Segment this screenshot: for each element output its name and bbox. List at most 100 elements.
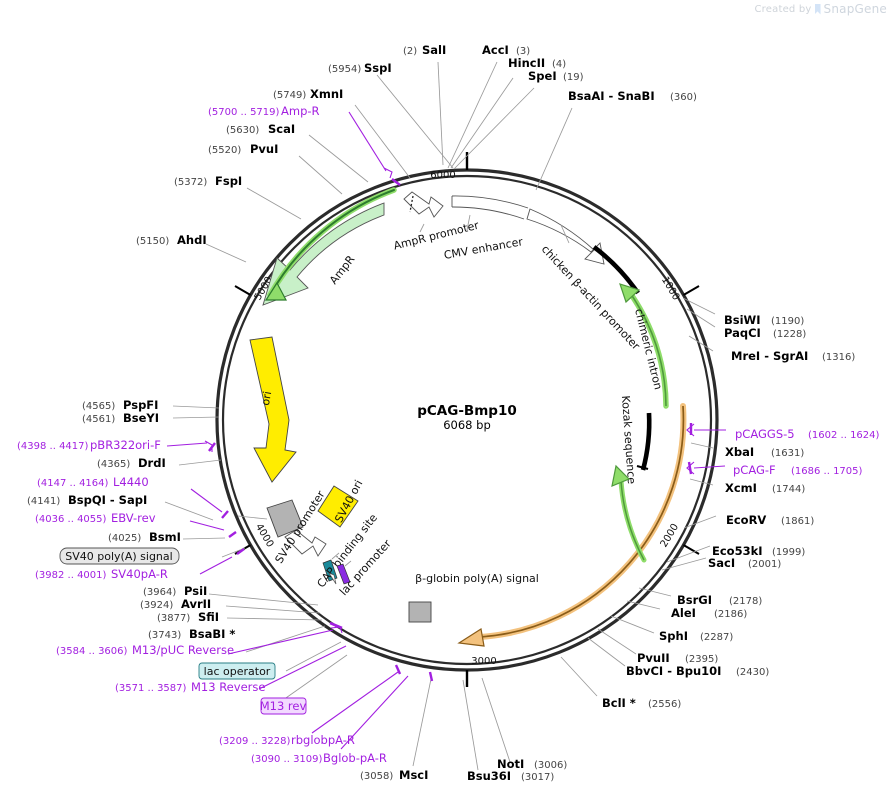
enzyme-name-hincii[interactable]: HincII — [508, 56, 545, 70]
primer-range-bglob-pa-r: (3090 .. 3109) — [251, 754, 323, 765]
primer-name-bglob-pa-r[interactable]: Bglob-pA-R — [323, 751, 387, 765]
enzyme-name-bsaai-snabi[interactable]: BsaAI - SnaBI — [568, 89, 655, 103]
primer-name-pcaggs-5-label[interactable]: pCAGGS-5 — [735, 427, 795, 441]
enzyme-pos-spei: (19) — [563, 72, 584, 83]
enzyme-pos-fspi: (5372) — [174, 177, 207, 188]
enzyme-name-pvui[interactable]: PvuI — [250, 142, 278, 156]
enzyme-name-bsabi[interactable]: BsaBI * — [189, 627, 235, 641]
enzyme-name-paqci[interactable]: PaqCI — [724, 326, 761, 340]
enzyme-pos-drdi: (4365) — [97, 459, 130, 470]
enzyme-name-xbai[interactable]: XbaI — [725, 445, 754, 459]
enzyme-name-pvuii[interactable]: PvuII — [637, 651, 670, 665]
enzyme-name-noti[interactable]: NotI — [497, 757, 524, 771]
primer-name-pbr322ori-f[interactable]: pBR322ori-F — [90, 438, 161, 452]
enzyme-name-fspi[interactable]: FspI — [215, 174, 242, 188]
tick-label-4000: 4000 — [253, 522, 276, 549]
enzyme-name-bspqi-sapi[interactable]: BspQI - SapI — [68, 493, 147, 507]
leader-lines — [164, 61, 726, 771]
enzyme-pos-pvui: (5520) — [208, 145, 241, 156]
enzyme-name-avrii[interactable]: AvrII — [181, 597, 211, 611]
primer-name-amp-r[interactable]: Amp-R — [281, 104, 320, 118]
enzyme-pos-sfii: (3877) — [157, 613, 190, 624]
label-group-right: BsiWI (1190) PaqCI (1228) MreI - SgrAI (… — [602, 313, 880, 710]
enzyme-name-scai[interactable]: ScaI — [268, 122, 295, 136]
enzyme-name-bseyi[interactable]: BseYI — [123, 411, 159, 425]
primer-range-ebv-rev: (4036 .. 4055) — [35, 514, 107, 525]
tick-label-2000: 2000 — [659, 522, 682, 549]
enzyme-name-sali[interactable]: SalI — [422, 43, 446, 57]
feature-label-cmv-enhancer: CMV enhancer — [443, 235, 524, 262]
feature-ampr-promoter[interactable]: AmpR promoter — [392, 191, 481, 252]
enzyme-name-alei[interactable]: AleI — [671, 606, 696, 620]
enzyme-name-saci[interactable]: SacI — [708, 556, 735, 570]
boxed-label-text-lac-operator: lac operator — [204, 665, 271, 678]
boxed-label-text-sv40-polya-signal: SV40 poly(A) signal — [65, 550, 172, 563]
enzyme-name-bbvci-bpu10i[interactable]: BbvCI - Bpu10I — [626, 664, 721, 678]
primer-name-ebv-rev[interactable]: EBV-rev — [111, 511, 156, 525]
plasmid-name: pCAG-Bmp10 — [417, 403, 517, 419]
boxed-label-lac-operator[interactable]: lac operator — [198, 662, 276, 680]
label-group-left: (4565) PspFI (4561) BseYI (4398 .. 4417)… — [17, 398, 181, 581]
enzyme-name-bsrgi[interactable]: BsrGI — [677, 593, 712, 607]
label-group-upper-left: (5954) SspI (5749) XmnI (5700 .. 5719) A… — [136, 61, 392, 247]
primer-name-l4440[interactable]: L4440 — [113, 475, 149, 489]
feature-chicken-beta-actin-promoter[interactable]: chicken β-actin promoter — [526, 208, 643, 353]
enzyme-name-bsu36i[interactable]: Bsu36I — [467, 769, 511, 783]
enzyme-name-sfii[interactable]: SfiI — [198, 610, 219, 624]
feature-cds-start-arrow[interactable] — [611, 464, 647, 563]
feature-sv40-promoter[interactable]: SV40 promoter — [237, 488, 328, 566]
enzyme-pos-alei: (2186) — [714, 609, 747, 620]
primer-name-m13-reverse[interactable]: M13 Reverse — [191, 680, 265, 694]
enzyme-pos-psii: (3964) — [143, 587, 176, 598]
enzyme-name-ahdi[interactable]: AhdI — [177, 233, 207, 247]
enzyme-name-sspi[interactable]: SspI — [364, 61, 392, 75]
watermark-brand: SnapGene — [823, 2, 887, 16]
snapgene-watermark: Created by SnapGene — [755, 2, 888, 16]
enzyme-pos-xcmi: (1744) — [772, 484, 805, 495]
enzyme-name-msci[interactable]: MscI — [399, 768, 428, 782]
feature-sv40-ori[interactable]: SV40 ori — [317, 478, 366, 528]
enzyme-name-psii[interactable]: PsiI — [184, 584, 207, 598]
label-group-bottom: (3209 .. 3228) rbglobpA-R (3090 .. 3109)… — [219, 733, 567, 783]
enzyme-pos-bsabi: (3743) — [148, 630, 181, 641]
primer-name-pcag-f[interactable]: pCAG-F — [733, 463, 776, 477]
enzyme-name-eco53ki[interactable]: Eco53kI — [712, 544, 763, 558]
primer-name-rbglobpa-r[interactable]: rbglobpA-R — [291, 733, 355, 747]
feature-ampr[interactable]: AmpR — [262, 187, 397, 306]
primer-name-sv40pa-r[interactable]: SV40pA-R — [111, 567, 168, 581]
enzyme-pos-bbvci-bpu10i: (2430) — [736, 667, 769, 678]
enzyme-name-ecorv[interactable]: EcoRV — [726, 513, 766, 527]
enzyme-name-bcli[interactable]: BclI * — [602, 696, 636, 710]
feature-kozak-sequence[interactable]: Kozak sequence — [619, 395, 652, 485]
enzyme-name-spei[interactable]: SpeI — [528, 69, 557, 83]
boxed-label-sv40-polya-signal[interactable]: SV40 poly(A) signal — [59, 547, 180, 565]
feature-cds-arrow[interactable] — [457, 403, 687, 647]
enzyme-pos-pspfi: (4565) — [82, 401, 115, 412]
tick-label-6000: 6000 — [430, 170, 455, 181]
primer-name-m13-puc-reverse[interactable]: M13/pUC Reverse — [132, 643, 234, 657]
feature-lac-promoter[interactable]: lac promoter — [328, 537, 394, 598]
enzyme-pos-bspqi-sapi: (4141) — [27, 496, 60, 507]
primer-range-pcaggs-5: (1602 .. 1624) — [808, 430, 880, 441]
enzyme-name-acci[interactable]: AccI — [482, 43, 509, 57]
enzyme-name-xcmi[interactable]: XcmI — [725, 481, 757, 495]
enzyme-name-bsmi[interactable]: BsmI — [149, 530, 181, 544]
tick-label-3000: 3000 — [471, 656, 496, 667]
enzyme-pos-acci: (3) — [516, 46, 530, 57]
boxed-label-m13-rev[interactable]: M13 rev — [260, 697, 307, 715]
enzyme-name-xmni[interactable]: XmnI — [310, 87, 343, 101]
enzyme-name-pspfi[interactable]: PspFI — [123, 398, 158, 412]
feature-ori[interactable]: ori — [249, 336, 297, 483]
feature-beta-globin-polya-signal[interactable]: β-globin poly(A) signal — [408, 572, 539, 623]
enzyme-name-drdi[interactable]: DrdI — [138, 456, 166, 470]
enzyme-pos-xbai: (1631) — [771, 448, 804, 459]
enzyme-name-bsiwi[interactable]: BsiWI — [724, 313, 761, 327]
enzyme-pos-msci: (3058) — [360, 771, 393, 782]
enzyme-pos-sali: (2) — [403, 46, 417, 57]
enzyme-pos-ecorv: (1861) — [781, 516, 814, 527]
primer-range-m13-puc-reverse: (3584 .. 3606) — [56, 646, 128, 657]
enzyme-pos-pvuii: (2395) — [685, 654, 718, 665]
enzyme-name-mrei-sgrai[interactable]: MreI - SgrAI — [731, 349, 808, 363]
watermark-prefix: Created by — [754, 3, 812, 15]
enzyme-name-sphi[interactable]: SphI — [659, 629, 688, 643]
